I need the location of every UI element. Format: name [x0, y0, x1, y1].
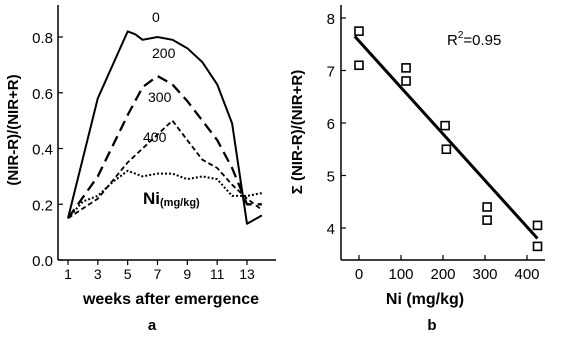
b-y-tick-label-7: 7: [327, 64, 335, 81]
b-y-tick-label-5: 5: [327, 169, 335, 186]
data-point: [354, 26, 364, 36]
series-label-400: 400: [143, 129, 167, 145]
r-squared-base: R: [447, 32, 458, 49]
data-point: [401, 63, 411, 73]
data-point: [440, 120, 450, 131]
b-y-tick-label-6: 6: [327, 116, 335, 133]
data-point: [401, 76, 411, 86]
series-line-0: [67, 30, 263, 225]
panel-b-y-ticks: 4 5 6 7 8: [327, 11, 346, 238]
x-tick-label-7: 7: [154, 266, 162, 282]
x-tick-label-5: 5: [124, 266, 132, 282]
series-line-400: [67, 169, 263, 219]
b-x-tick-label-200: 200: [430, 266, 455, 283]
legend-title-sub: (mg/kg): [160, 197, 200, 209]
y-tick-label-0.2: 0.2: [32, 197, 53, 214]
x-tick-label-9: 9: [183, 266, 191, 282]
data-point: [354, 60, 364, 71]
panel-a-y-ticks: 0.0 0.2 0.4 0.6 0.8: [32, 30, 63, 270]
series-line-300: [67, 119, 263, 219]
panel-b: 0 100 200 300 400 4 5 6 7 8 R2=0.95 Σ (NIR-R)/(N…: [289, 5, 545, 334]
panel-a-x-ticks: 1 3 5 7 9 11 13: [64, 260, 255, 282]
b-y-tick-label-8: 8: [327, 11, 335, 28]
b-x-tick-label-0: 0: [355, 266, 363, 283]
b-y-tick-label-4: 4: [327, 221, 335, 238]
panel-a: 1 3 5 7 9 11 13 0.00.20.40.60.8 0 200 300 400 …: [5, 5, 276, 334]
panel-b-marks: [353, 26, 543, 252]
y-tick-label-0.6: 0.6: [32, 86, 53, 103]
panel-a-series: [67, 30, 263, 225]
y-tick-label-0.4: 0.4: [32, 142, 53, 159]
data-point: [532, 241, 543, 252]
b-x-tick-label-400: 400: [514, 266, 539, 283]
series-label-200: 200: [152, 45, 176, 61]
panel-a-y-label: (NIR-R)/(NIR+R): [5, 74, 22, 185]
data-point: [532, 220, 543, 231]
panel-b-x-label: Ni (mg/kg): [386, 291, 464, 308]
regression-line: [353, 35, 539, 240]
panel-b-x-ticks: 0 100 200 300 400: [355, 255, 540, 283]
legend-title-base: Ni: [143, 189, 160, 208]
r-squared-sup: 2: [458, 30, 464, 41]
panel-a-x-label: weeks after emergence: [82, 291, 259, 308]
data-point: [441, 144, 452, 155]
x-tick-label-3: 3: [94, 266, 102, 282]
y-tick-label-0.8: 0.8: [32, 30, 53, 47]
data-point: [482, 202, 492, 212]
b-x-tick-label-300: 300: [472, 266, 497, 283]
y-tick-label-0.0: 0.0: [32, 253, 53, 270]
legend-title: Ni(mg/kg): [143, 189, 200, 209]
x-tick-label-1: 1: [64, 266, 72, 282]
panel-a-letter: a: [148, 317, 157, 333]
series-label-300: 300: [148, 89, 172, 105]
panel-b-y-label: Σ (NIR-R)/(NIR+R): [289, 70, 306, 194]
series-label-0: 0: [152, 9, 160, 25]
x-tick-label-13: 13: [239, 266, 255, 282]
r-squared-annotation: R2=0.95: [447, 30, 501, 49]
series-line-200: [67, 74, 262, 219]
panel-b-letter: b: [427, 317, 436, 333]
x-tick-label-11: 11: [210, 266, 225, 282]
b-x-tick-label-100: 100: [388, 266, 413, 283]
r-squared-rest: =0.95: [463, 32, 501, 49]
data-point: [482, 215, 492, 225]
